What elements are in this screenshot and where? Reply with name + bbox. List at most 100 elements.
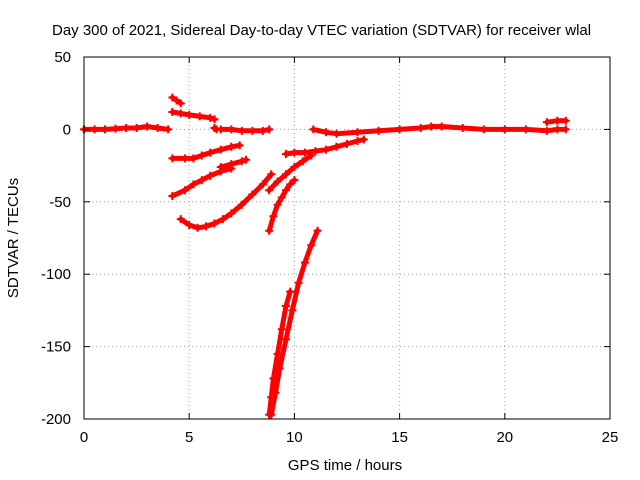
data-series bbox=[80, 93, 570, 419]
x-tick-label: 10 bbox=[286, 429, 303, 446]
data-point bbox=[153, 123, 162, 132]
data-point bbox=[277, 325, 286, 334]
data-point bbox=[359, 135, 368, 144]
data-point bbox=[265, 125, 274, 134]
data-point bbox=[395, 125, 404, 134]
data-point bbox=[521, 125, 530, 134]
data-point bbox=[176, 99, 185, 108]
data-point bbox=[101, 125, 110, 134]
data-point bbox=[237, 200, 246, 209]
data-point bbox=[210, 219, 219, 228]
y-axis-label: SDTVAR / TECUs bbox=[5, 178, 22, 298]
data-point bbox=[332, 129, 341, 138]
data-point bbox=[273, 200, 282, 209]
data-point bbox=[176, 215, 185, 224]
x-tick-label: 0 bbox=[80, 429, 88, 446]
x-axis-label: GPS time / hours bbox=[288, 457, 402, 474]
data-point bbox=[210, 115, 219, 124]
data-point bbox=[321, 128, 330, 137]
data-point bbox=[427, 122, 436, 131]
data-point bbox=[275, 364, 284, 373]
axis-ticks: 0 5 10 15 20 25 -200 -150 -100 -50 0 50 bbox=[41, 49, 618, 446]
data-point bbox=[227, 125, 236, 134]
data-point bbox=[235, 141, 244, 150]
data-point bbox=[273, 349, 282, 358]
data-point bbox=[168, 93, 177, 102]
data-point bbox=[227, 142, 236, 151]
y-tick-label: -100 bbox=[41, 266, 71, 283]
data-point bbox=[290, 163, 299, 172]
data-point bbox=[197, 176, 206, 185]
data-point bbox=[479, 125, 488, 134]
data-point bbox=[309, 125, 318, 134]
data-point bbox=[267, 170, 276, 179]
data-point bbox=[286, 287, 295, 296]
data-point bbox=[269, 212, 278, 221]
data-point bbox=[561, 116, 570, 125]
data-point bbox=[189, 180, 198, 189]
data-point bbox=[237, 157, 246, 166]
data-point bbox=[216, 125, 225, 134]
data-point bbox=[281, 302, 290, 311]
data-point bbox=[258, 180, 267, 189]
data-point bbox=[176, 109, 185, 118]
data-point bbox=[143, 122, 152, 131]
data-point bbox=[353, 136, 362, 145]
x-tick-label: 5 bbox=[185, 429, 193, 446]
data-point bbox=[343, 139, 351, 148]
y-tick-label: 50 bbox=[54, 49, 71, 66]
data-point bbox=[195, 112, 204, 121]
data-point bbox=[542, 126, 551, 135]
grid bbox=[84, 57, 610, 419]
data-point bbox=[227, 164, 236, 173]
data-point bbox=[189, 154, 198, 163]
data-point bbox=[218, 215, 227, 224]
data-point bbox=[281, 186, 290, 195]
data-point bbox=[281, 335, 290, 344]
data-point bbox=[313, 226, 322, 235]
data-point bbox=[321, 145, 330, 154]
data-point bbox=[197, 151, 206, 160]
data-point bbox=[180, 186, 189, 195]
data-point bbox=[300, 258, 309, 267]
data-point bbox=[168, 154, 177, 163]
y-tick-label: -150 bbox=[41, 339, 71, 356]
data-point bbox=[271, 388, 280, 397]
data-point bbox=[185, 220, 194, 229]
data-point bbox=[206, 148, 215, 157]
data-point bbox=[290, 148, 299, 157]
data-point bbox=[300, 148, 309, 157]
data-point bbox=[281, 170, 290, 179]
data-point bbox=[561, 125, 570, 134]
x-tick-label: 25 bbox=[602, 429, 619, 446]
data-point bbox=[132, 123, 141, 132]
data-point bbox=[164, 125, 173, 134]
series-line bbox=[268, 228, 320, 418]
data-point bbox=[242, 155, 251, 164]
data-point bbox=[353, 128, 362, 137]
data-point bbox=[286, 180, 295, 189]
y-tick-label: -200 bbox=[41, 411, 71, 428]
x-tick-label: 20 bbox=[496, 429, 513, 446]
data-point bbox=[265, 226, 274, 235]
data-point bbox=[265, 186, 274, 195]
data-point bbox=[168, 192, 177, 201]
data-point bbox=[281, 150, 290, 159]
data-point bbox=[277, 193, 286, 202]
x-tick-label: 15 bbox=[391, 429, 408, 446]
data-point bbox=[553, 116, 562, 125]
data-point bbox=[458, 123, 467, 132]
data-point bbox=[206, 113, 215, 122]
data-point bbox=[202, 222, 211, 231]
data-point bbox=[298, 157, 307, 166]
data-point bbox=[332, 142, 341, 151]
data-point bbox=[111, 124, 120, 133]
data-point bbox=[185, 110, 194, 119]
data-point bbox=[290, 176, 299, 185]
data-point bbox=[206, 171, 215, 180]
y-tick-label: -50 bbox=[49, 194, 71, 211]
y-tick-label: 0 bbox=[63, 121, 71, 138]
data-point bbox=[374, 126, 383, 135]
data-point bbox=[248, 190, 257, 199]
